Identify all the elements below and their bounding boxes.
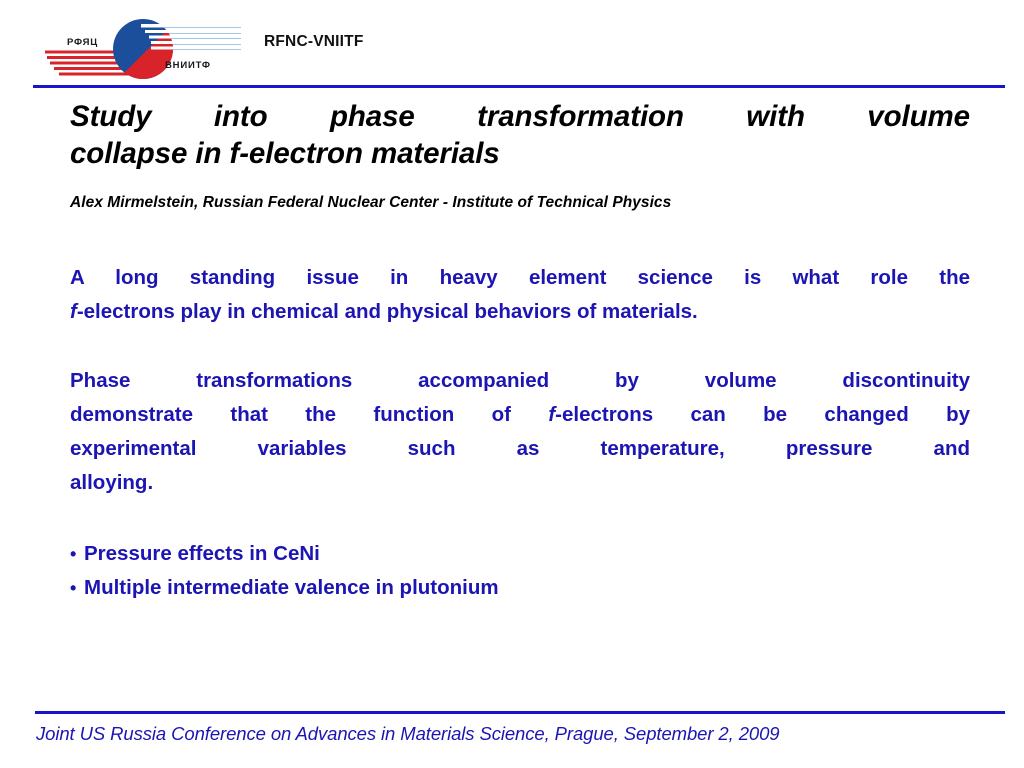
footer-conference-text: Joint US Russia Conference on Advances i… (36, 723, 780, 744)
organization-abbreviation: RFNC-VNIITF (264, 33, 364, 50)
slide-title-line-2: collapse in f-electron materials (70, 137, 500, 170)
header-divider-rule (33, 85, 1005, 88)
paragraph-one-line-2-text: -electrons play in chemical and physical… (76, 300, 698, 323)
bullet-item-label: Pressure effects in CeNi (84, 542, 320, 565)
logo-text-vniitf: ВНИИТФ (165, 60, 211, 71)
paragraph-two: Phase transformations accompanied by vol… (70, 364, 970, 500)
paragraph-two-line-1: Phase transformations accompanied by vol… (70, 369, 970, 392)
italic-f-symbol: f (70, 300, 77, 323)
paragraph-two-line-2-post: -electrons can be changed by (555, 403, 970, 426)
paragraph-two-line-4: alloying. (70, 471, 154, 494)
bullet-item-label: Multiple intermediate valence in plutoni… (84, 576, 499, 599)
slide-title-line-1: Study into phase transformation with vol… (70, 100, 970, 133)
slide-title: Study into phase transformation with vol… (70, 98, 970, 172)
logo-text-rfyac: РФЯЦ (67, 37, 98, 48)
bullet-list: • Pressure effects in CeNi • Multiple inte… (70, 537, 970, 605)
paragraph-two-line-2-pre: demonstrate that the function of (70, 403, 549, 426)
logo-red-stripes (45, 50, 149, 76)
italic-f-symbol: f (548, 403, 556, 426)
paragraph-two-line-2: demonstrate that the function of f-elect… (70, 398, 970, 432)
logo-graphic: РФЯЦ ВНИИТФ (45, 19, 241, 79)
author-affiliation: Alex Mirmelstein, Russian Federal Nuclea… (70, 194, 672, 211)
list-item: • Multiple intermediate valence in pluton… (70, 571, 970, 605)
paragraph-one-line-2: f-electrons play in chemical and physica… (70, 295, 970, 329)
logo-circle-slashes (141, 24, 241, 50)
bullet-dot-icon: • (70, 578, 77, 598)
list-item: • Pressure effects in CeNi (70, 537, 970, 571)
paragraph-one: A long standing issue in heavy element s… (70, 261, 970, 329)
bullet-dot-icon: • (70, 544, 77, 564)
slide-content: Study into phase transformation with vol… (70, 98, 970, 605)
rfnc-vniitf-logo: РФЯЦ ВНИИТФ (45, 18, 241, 80)
paragraph-one-line-1: A long standing issue in heavy element s… (70, 266, 970, 289)
slide-header: РФЯЦ ВНИИТФ RFNC-VNIITF (0, 0, 1024, 90)
footer-divider-rule (35, 711, 1005, 714)
paragraph-two-line-3: experimental variables such as temperatu… (70, 437, 970, 460)
